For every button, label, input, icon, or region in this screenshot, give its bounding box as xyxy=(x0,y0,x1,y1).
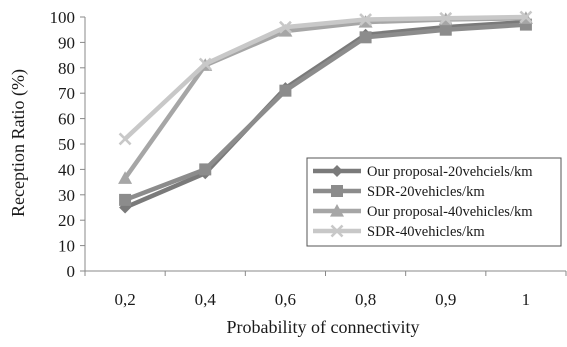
legend-item: SDR-40vehicles/km xyxy=(313,224,485,240)
x-tick-label: 0,4 xyxy=(195,290,217,309)
legend-marker xyxy=(331,185,343,197)
y-axis-title: Reception Ratio (%) xyxy=(8,69,29,217)
y-tick-label: 60 xyxy=(58,110,75,129)
data-point xyxy=(439,11,453,25)
y-tick-label: 30 xyxy=(58,186,75,205)
x-tick-label: 0,9 xyxy=(435,290,456,309)
legend-label: Our proposal-20vehciels/km xyxy=(367,164,533,180)
y-tick-label: 20 xyxy=(58,211,75,230)
x-tick-label: 0,2 xyxy=(114,290,135,309)
legend-item: SDR-20vehicles/km xyxy=(313,184,485,200)
data-point xyxy=(519,10,533,24)
x-tick-label: 0,8 xyxy=(355,290,376,309)
series-4 xyxy=(118,10,533,146)
x-tick-label: 0,6 xyxy=(275,290,296,309)
data-point xyxy=(198,57,212,71)
y-tick-label: 70 xyxy=(58,84,75,103)
x-axis: 0,2 0,4 0,6 0,8 0,9 1 xyxy=(84,270,567,309)
series-line xyxy=(124,22,527,202)
legend: Our proposal-20vehciels/km SDR-20vehicles… xyxy=(306,157,562,247)
data-point xyxy=(439,23,452,36)
legend-marker xyxy=(330,224,344,238)
data-point xyxy=(278,20,292,34)
data-point xyxy=(199,163,212,176)
y-tick-label: 80 xyxy=(58,59,75,78)
series-layer xyxy=(118,10,533,214)
data-point xyxy=(359,31,372,44)
legend-item: Our proposal-20vehciels/km xyxy=(313,164,533,180)
x-axis-title: Probability of connectivity xyxy=(227,317,420,337)
data-point xyxy=(279,84,292,97)
data-point xyxy=(359,13,373,26)
legend-marker xyxy=(330,204,344,217)
y-tick-label: 40 xyxy=(58,160,75,179)
legend-label: Our proposal-40vehicles/km xyxy=(367,204,533,220)
legend-label: SDR-20vehicles/km xyxy=(367,184,485,200)
data-point xyxy=(118,132,132,146)
y-tick-label: 0 xyxy=(67,262,76,281)
data-point xyxy=(278,23,293,37)
series-line xyxy=(123,14,526,141)
legend-item: Our proposal-40vehicles/km xyxy=(313,204,533,220)
y-tick-label: 10 xyxy=(58,237,75,256)
legend-label: SDR-40vehicles/km xyxy=(367,224,485,240)
legend-marker xyxy=(331,165,343,177)
series-line xyxy=(123,16,526,180)
y-tick-label: 100 xyxy=(50,8,76,27)
data-point xyxy=(119,193,132,206)
x-tick-label: 1 xyxy=(522,290,531,309)
y-axis: 0 10 20 30 40 50 60 70 80 90 100 xyxy=(50,8,86,281)
data-point xyxy=(118,171,133,184)
y-tick-label: 90 xyxy=(58,33,75,52)
y-tick-label: 50 xyxy=(58,135,75,154)
